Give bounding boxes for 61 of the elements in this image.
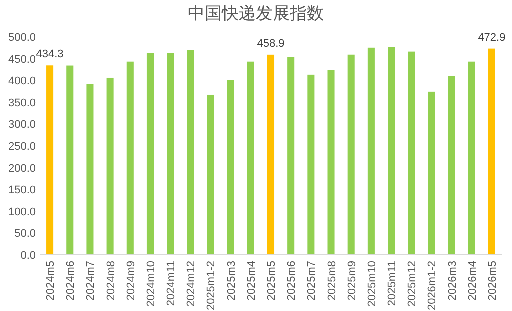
bar bbox=[468, 62, 476, 255]
x-tick-label: 2025m8 bbox=[326, 261, 338, 301]
bar bbox=[348, 54, 355, 255]
bar bbox=[488, 48, 496, 255]
x-tick-label: 2024m6 bbox=[65, 261, 78, 301]
chart-title: 中国快递发展指数 bbox=[188, 4, 324, 24]
x-tick-label: 2024m9 bbox=[125, 261, 138, 301]
x-tick-label: 2024m8 bbox=[105, 261, 118, 301]
y-tick-label: 0.0 bbox=[20, 250, 36, 262]
x-tick-label: 2025m5 bbox=[266, 261, 278, 301]
x-tick-label: 2026m3 bbox=[446, 261, 459, 301]
x-tick-label: 2025m1-2 bbox=[206, 261, 218, 311]
x-tick-label: 2025m9 bbox=[346, 261, 358, 301]
y-tick-label: 350.0 bbox=[8, 97, 36, 110]
x-tick-label: 2026m5 bbox=[486, 261, 499, 301]
x-tick-label: 2025m12 bbox=[406, 261, 419, 307]
x-tick-label: 2025m6 bbox=[286, 261, 298, 301]
bar bbox=[328, 70, 335, 255]
x-tick-label: 2025m11 bbox=[386, 261, 399, 306]
bar bbox=[86, 84, 94, 255]
bar bbox=[428, 92, 436, 255]
x-tick-label: 2025m3 bbox=[226, 261, 238, 301]
y-tick-label: 500.0 bbox=[8, 32, 36, 44]
y-tick-label: 150.0 bbox=[8, 184, 36, 197]
bar bbox=[247, 62, 254, 255]
bar bbox=[388, 47, 396, 255]
bar bbox=[207, 94, 214, 255]
x-tick-label: 2024m10 bbox=[145, 261, 158, 307]
bar bbox=[267, 54, 275, 255]
bar bbox=[106, 78, 114, 255]
bar bbox=[448, 76, 456, 255]
x-tick-label: 2026m1-2 bbox=[426, 261, 439, 311]
y-tick-label: 300.0 bbox=[8, 119, 36, 132]
data-label: 458.9 bbox=[257, 38, 285, 50]
y-tick-label: 250.0 bbox=[8, 141, 36, 153]
data-label: 434.3 bbox=[36, 48, 64, 61]
bar bbox=[66, 66, 74, 255]
y-tick-label: 450.0 bbox=[8, 54, 36, 66]
bar bbox=[46, 66, 54, 255]
x-tick-label: 2025m4 bbox=[246, 261, 258, 301]
y-tick-label: 100.0 bbox=[8, 206, 36, 218]
y-tick-label: 200.0 bbox=[8, 162, 36, 175]
x-tick-label: 2025m10 bbox=[366, 261, 378, 307]
x-tick-label: 2024m5 bbox=[45, 261, 58, 301]
x-tick-label: 2026m4 bbox=[466, 261, 479, 301]
x-tick-label: 2024m12 bbox=[186, 261, 198, 307]
bar bbox=[146, 53, 154, 255]
x-tick-label: 2025m7 bbox=[306, 261, 318, 301]
data-label: 472.9 bbox=[478, 32, 506, 44]
bar bbox=[408, 52, 416, 255]
bar bbox=[308, 74, 315, 255]
bar bbox=[126, 62, 134, 255]
bar bbox=[167, 53, 174, 255]
bar bbox=[288, 57, 295, 255]
y-tick-label: 400.0 bbox=[8, 76, 36, 88]
x-tick-label: 2024m7 bbox=[85, 261, 98, 301]
bar bbox=[227, 80, 234, 255]
y-tick-label: 50.0 bbox=[14, 228, 36, 240]
x-tick-label: 2024m11 bbox=[166, 261, 178, 306]
bar bbox=[187, 50, 194, 255]
bar bbox=[368, 48, 375, 255]
